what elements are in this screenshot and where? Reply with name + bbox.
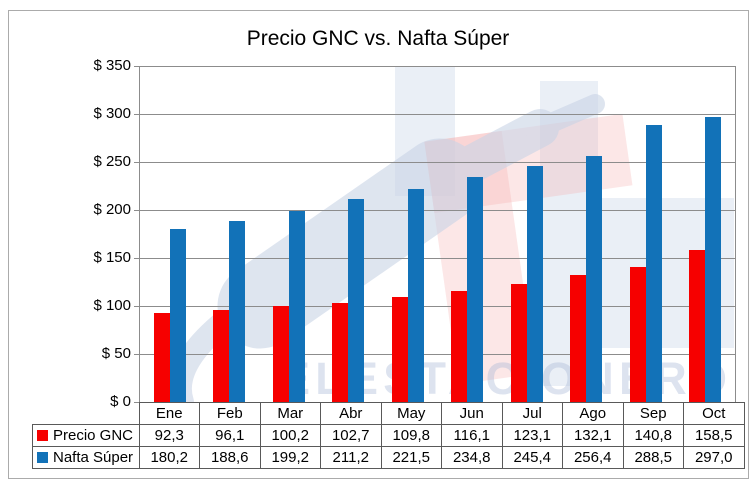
bar-nafta-s-per: [229, 220, 246, 402]
table-corner-cell: [33, 403, 140, 425]
bar-nafta-s-per: [288, 210, 305, 402]
month-header-cell: Ago: [562, 402, 624, 425]
value-cell: 96,1: [199, 424, 261, 447]
y-axis-tick-label: $ 150: [93, 249, 131, 266]
y-axis-tick-label: $ 350: [93, 57, 131, 74]
bar-nafta-s-per: [348, 199, 365, 402]
value-cell: 297,0: [683, 446, 745, 469]
value-cell: 102,7: [320, 424, 382, 447]
y-axis-tick-label: $ 200: [93, 201, 131, 218]
bar-precio-gnc: [391, 296, 408, 402]
bar-nafta-s-per: [705, 116, 722, 402]
data-table: Ene Feb Mar Abr May Jun Jul Ago Sep Oct Precio GNC…: [32, 402, 745, 469]
axis-tick: [134, 306, 140, 307]
gridline: [140, 258, 735, 259]
legend-series-name: Precio GNC: [53, 427, 134, 444]
month-header-cell: Oct: [683, 402, 745, 425]
y-axis: $ 350 $ 300 $ 250 $ 200 $ 150 $ 100 $ 50 $ 0: [0, 57, 131, 410]
plot-area: ELESTACIONERO: [134, 66, 736, 403]
value-cell: 116,1: [441, 424, 503, 447]
y-axis-tick-label: $ 300: [93, 105, 131, 122]
axis-tick: [134, 258, 140, 259]
value-cell: 158,5: [683, 424, 745, 447]
gridline: [140, 210, 735, 211]
value-cell: 211,2: [320, 446, 382, 469]
month-header-cell: Mar: [259, 402, 321, 425]
value-cell: 221,5: [380, 446, 442, 469]
bar-precio-gnc: [213, 309, 230, 402]
gridline: [140, 114, 735, 115]
legend-color-swatch-icon: [37, 452, 48, 463]
month-header-cell: Ene: [138, 402, 200, 425]
gridline: [140, 66, 735, 67]
gridline: [140, 354, 735, 355]
month-header-cell: Jun: [441, 402, 503, 425]
chart-title: Precio GNC vs. Nafta Súper: [246, 27, 510, 50]
value-cell: 109,8: [380, 424, 442, 447]
value-cell: 288,5: [622, 446, 684, 469]
bar-nafta-s-per: [586, 155, 603, 402]
bar-precio-gnc: [629, 266, 646, 402]
month-header-cell: Jul: [501, 402, 563, 425]
bar-precio-gnc: [570, 275, 587, 402]
bar-precio-gnc: [153, 313, 170, 402]
bar-nafta-s-per: [526, 166, 543, 402]
bar-nafta-s-per: [169, 229, 186, 402]
legend-cell-precio-gnc: Precio GNC: [32, 424, 140, 447]
value-cell: 256,4: [562, 446, 624, 469]
value-cell: 188,6: [199, 446, 261, 469]
axis-tick: [134, 66, 140, 67]
y-axis-tick-label: $ 250: [93, 153, 131, 170]
y-axis-tick-label: $ 100: [93, 297, 131, 314]
y-axis-tick-label: $ 50: [101, 345, 131, 362]
bar-precio-gnc: [451, 290, 468, 402]
axis-tick: [134, 114, 140, 115]
month-header-cell: Sep: [622, 402, 684, 425]
axis-tick: [134, 402, 140, 403]
bar-precio-gnc: [510, 283, 527, 402]
legend-color-swatch-icon: [37, 430, 48, 441]
gridline: [140, 306, 735, 307]
value-cell: 132,1: [562, 424, 624, 447]
value-cell: 234,8: [441, 446, 503, 469]
chart-border: [8, 10, 749, 479]
month-header-cell: Abr: [320, 402, 382, 425]
legend-cell-nafta-s-per: Nafta Súper: [32, 446, 140, 469]
value-cell: 245,4: [501, 446, 563, 469]
gridline: [140, 162, 735, 163]
bar-nafta-s-per: [407, 189, 424, 402]
y-axis-tick-label: $ 0: [110, 393, 131, 410]
axis-tick: [134, 210, 140, 211]
bar-precio-gnc: [272, 305, 289, 402]
value-cell: 199,2: [259, 446, 321, 469]
value-cell: 100,2: [259, 424, 321, 447]
axis-tick: [134, 162, 140, 163]
bar-nafta-s-per: [645, 125, 662, 402]
month-header-cell: Feb: [199, 402, 261, 425]
value-cell: 180,2: [138, 446, 200, 469]
bar-nafta-s-per: [467, 176, 484, 402]
month-header-cell: May: [380, 402, 442, 425]
value-cell: 92,3: [138, 424, 200, 447]
legend-series-name: Nafta Súper: [53, 449, 134, 466]
bar-precio-gnc: [332, 303, 349, 402]
axis-tick: [134, 354, 140, 355]
bar-precio-gnc: [689, 249, 706, 402]
value-cell: 123,1: [501, 424, 563, 447]
value-cell: 140,8: [622, 424, 684, 447]
